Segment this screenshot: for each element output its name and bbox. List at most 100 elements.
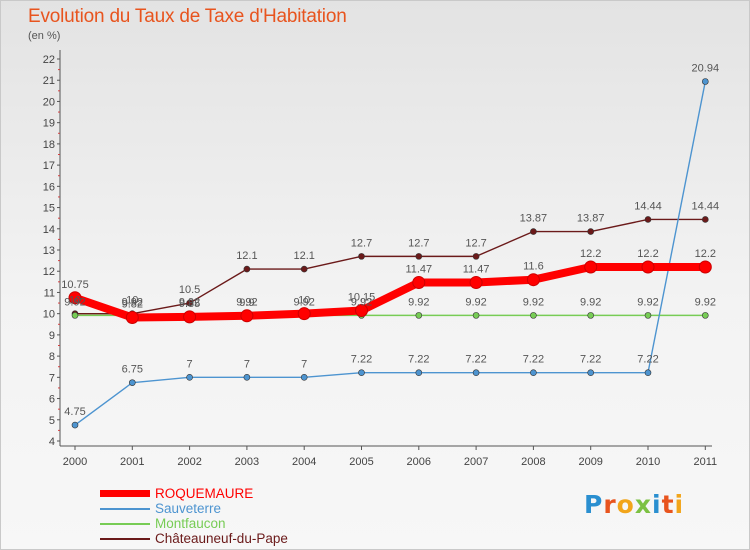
data-point (300, 374, 308, 381)
data-label: 7.22 (465, 354, 486, 366)
y-tick-label: 8 (49, 351, 55, 363)
data-point (530, 369, 537, 376)
data-label: 9.92 (637, 296, 658, 308)
data-label: 13.87 (520, 213, 548, 225)
data-label: 7.22 (637, 354, 658, 366)
y-tick-label: 14 (43, 224, 55, 236)
series-line-ch-teauneuf-du-pape (74, 218, 706, 315)
y-tick-label: 5 (49, 415, 55, 427)
data-label: 9.92 (293, 296, 314, 308)
legend-item-sauveterre: Sauveterre (100, 501, 288, 516)
data-label: 9.92 (523, 296, 544, 308)
data-label: 9.92 (64, 296, 85, 308)
data-label: 9.92 (122, 296, 143, 308)
data-label: 7.22 (408, 354, 429, 366)
data-label: 7.22 (351, 354, 372, 366)
data-point (641, 260, 655, 274)
data-label: 9.92 (351, 296, 372, 308)
data-point (186, 299, 193, 307)
data-label: 9.92 (580, 296, 601, 308)
y-tick-label: 19 (43, 118, 55, 130)
data-point (68, 291, 82, 305)
data-point (183, 310, 197, 324)
y-tick-label: 22 (43, 54, 55, 66)
x-tick-label: 2009 (578, 456, 602, 468)
y-tick-label: 15 (43, 203, 55, 215)
data-label: 12.1 (236, 250, 257, 262)
y-tick-label: 9 (49, 330, 55, 342)
y-tick-label: 11 (44, 287, 55, 299)
data-label: 9.92 (236, 296, 257, 308)
x-tick-label: 2000 (63, 456, 87, 468)
data-point (415, 312, 423, 319)
y-tick-label: 21 (43, 75, 55, 87)
data-label: 10.15 (348, 291, 376, 303)
data-label: 4.75 (64, 406, 85, 418)
data-point (698, 260, 712, 274)
data-point (644, 312, 652, 319)
data-label: 9.92 (695, 296, 716, 308)
data-point (526, 273, 540, 287)
legend-swatch-montfaucon (100, 522, 150, 525)
data-label: 12.7 (408, 237, 429, 249)
data-point (412, 275, 426, 289)
x-tick-label: 2001 (120, 456, 144, 468)
data-label: 14.44 (692, 200, 720, 212)
data-label: 9.85 (179, 298, 200, 310)
data-point (300, 265, 308, 273)
x-tick-label: 2007 (464, 456, 488, 468)
data-point (587, 369, 595, 376)
x-tick-label: 2005 (349, 456, 373, 468)
legend-swatch-chateauneuf (100, 537, 150, 540)
data-label: 10.5 (179, 284, 200, 296)
legend-label-roquemaure: ROQUEMAURE (155, 486, 254, 501)
y-tick-label: 20 (43, 96, 55, 108)
legend-label-montfaucon: Montfaucon (155, 516, 226, 531)
data-point (587, 312, 595, 319)
legend-swatch-roquemaure (100, 490, 150, 497)
y-tick-label: 18 (43, 139, 55, 151)
data-label: 7.22 (523, 354, 544, 366)
x-tick-label: 2011 (693, 456, 717, 468)
legend-item-montfaucon: Montfaucon (100, 516, 288, 531)
data-point (240, 309, 254, 323)
legend-label-sauveterre: Sauveterre (155, 501, 222, 516)
data-label: 10 (69, 295, 81, 307)
legend-item-chateauneuf: Châteauneuf-du-Pape (100, 531, 288, 546)
data-label: 14.44 (634, 200, 662, 212)
data-point (701, 312, 709, 319)
data-label: 7 (244, 358, 250, 370)
data-label: 11.47 (463, 263, 490, 275)
data-label: 9.82 (122, 298, 143, 310)
data-label: 9.92 (408, 296, 429, 308)
data-point (125, 310, 139, 324)
data-point (701, 78, 709, 85)
x-tick-label: 2002 (177, 456, 201, 468)
data-point (472, 312, 480, 319)
data-label: 6.75 (122, 364, 143, 376)
data-point (186, 374, 193, 381)
data-label: 12.2 (637, 248, 658, 260)
data-point (71, 421, 79, 429)
data-label: 9.92 (179, 296, 200, 308)
data-point (472, 369, 480, 376)
x-tick-label: 2003 (235, 456, 259, 468)
data-label: 10.75 (61, 279, 89, 291)
legend: ROQUEMAURE Sauveterre Montfaucon Château… (100, 486, 288, 546)
proxiti-logo: Proxiti (584, 490, 685, 519)
chart-title: Evolution du Taux de Taxe d'Habitation (28, 6, 347, 27)
data-point (701, 216, 709, 223)
data-label: 7 (301, 358, 307, 370)
data-point (355, 303, 368, 317)
data-point (530, 312, 537, 319)
data-point (129, 379, 136, 386)
data-point (587, 228, 595, 235)
data-point (469, 275, 483, 289)
y-tick-label: 7 (49, 372, 55, 384)
legend-label-chateauneuf: Châteauneuf-du-Pape (155, 531, 288, 546)
x-tick-label: 2010 (636, 456, 660, 468)
data-label: 11.6 (523, 261, 544, 273)
data-label: 12.7 (351, 237, 372, 249)
data-point (472, 253, 480, 260)
